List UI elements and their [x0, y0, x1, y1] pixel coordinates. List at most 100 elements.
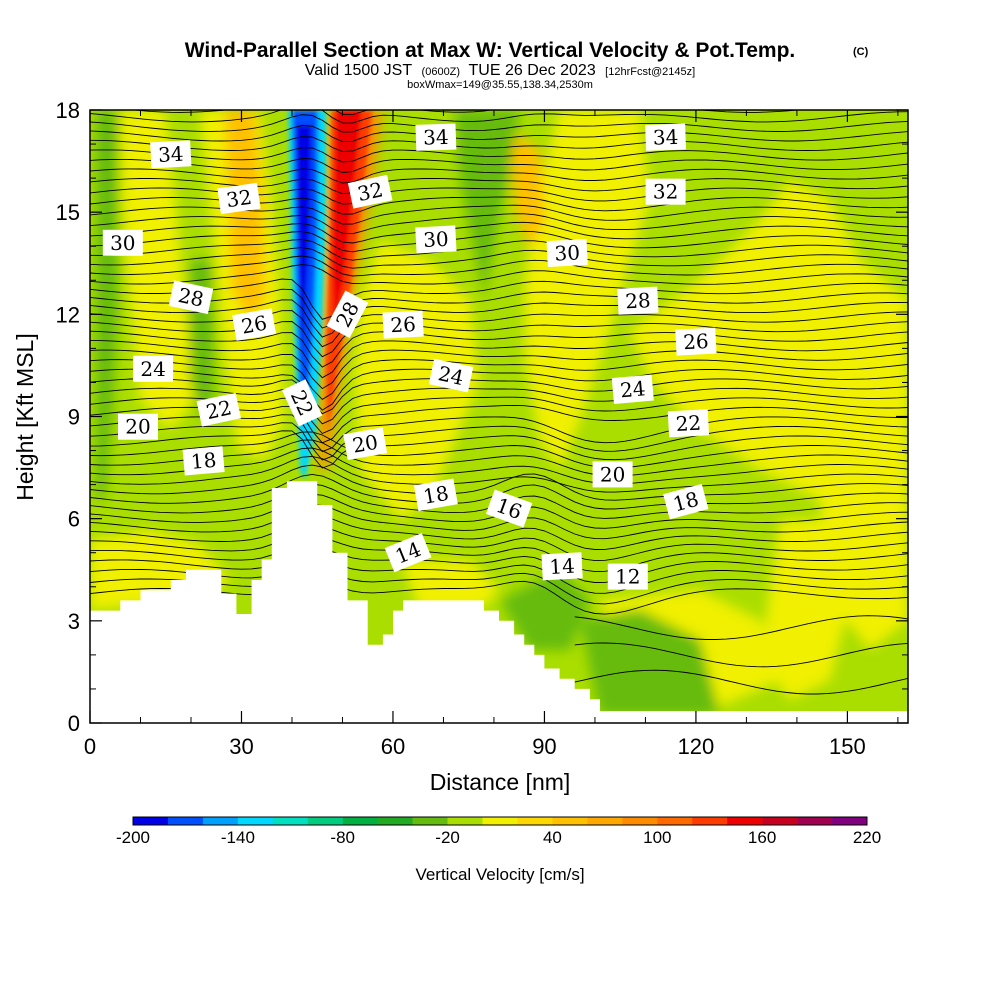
colorbar-label: 220	[853, 828, 881, 847]
isentrope-label: 34	[150, 140, 192, 169]
isentrope-label-text: 14	[549, 554, 576, 579]
isentrope-line	[90, 278, 908, 320]
colorbar-swatch	[237, 817, 274, 825]
colorbar-swatch	[377, 817, 413, 825]
isentrope-label-text: 18	[190, 448, 217, 474]
axes: 0 30 60 90 120 150 0 3 6 9 12 15 18	[56, 98, 908, 759]
x-tick-label: 150	[829, 734, 866, 759]
isentrope-label: 24	[611, 374, 654, 404]
colorbar-swatch	[657, 817, 693, 825]
colorbar-swatch	[552, 817, 588, 825]
isentrope-line	[90, 569, 908, 605]
isentrope-label-text: 32	[653, 180, 678, 204]
isentrope-line	[90, 378, 908, 415]
isentrope-line	[90, 548, 908, 583]
y-tick-label: 3	[68, 609, 80, 634]
isentrope-line	[90, 213, 908, 235]
x-tick-label: 30	[229, 734, 253, 759]
x-axis-title: Distance [nm]	[430, 769, 571, 795]
isentrope-label-text: 30	[110, 231, 135, 255]
isentrope-label: 20	[118, 413, 158, 440]
isentrope-line	[90, 247, 908, 269]
isentrope-line	[574, 642, 908, 668]
isentrope-line	[90, 321, 908, 358]
colorbar-swatch	[622, 817, 658, 825]
isentrope-line	[90, 447, 908, 485]
isentrope-line	[90, 110, 908, 124]
y-tick-label: 12	[56, 302, 80, 327]
chart-title: Wind-Parallel Section at Max W: Vertical…	[185, 39, 796, 62]
isentrope-label-text: 24	[619, 376, 646, 402]
isentrope-line	[574, 615, 908, 640]
isentrope-label: 18	[413, 478, 458, 512]
colorbar-swatch	[447, 817, 483, 825]
isentrope-label: 18	[663, 483, 709, 520]
isentrope-line	[90, 340, 908, 379]
isentrope-label-text: 26	[390, 312, 417, 337]
subtitle-utc: (0600Z)	[422, 66, 461, 78]
isentrope-label-text: 26	[683, 329, 710, 354]
colorbar-swatch	[482, 817, 518, 825]
velocity-region-green	[500, 570, 590, 650]
isentrope-line	[90, 136, 908, 153]
x-tick-label: 120	[678, 734, 715, 759]
colorbar-swatch	[587, 817, 623, 825]
isentrope-label: 30	[546, 238, 588, 268]
isentrope-label-text: 24	[436, 361, 466, 390]
isentrope-line	[90, 422, 908, 461]
isentrope-line	[90, 330, 908, 368]
isentrope-line	[90, 264, 908, 285]
isentrope-label: 32	[347, 174, 393, 209]
x-tick-label: 0	[84, 734, 96, 759]
isentrope-label-text: 20	[351, 430, 380, 458]
colorbar-swatch	[272, 817, 309, 825]
y-axis-title: Height [Kft MSL]	[12, 333, 38, 500]
y-tick-label: 15	[56, 200, 80, 225]
colorbar-swatch	[797, 817, 833, 825]
isentrope-label-text: 28	[176, 283, 206, 312]
isentrope-label-text: 20	[600, 462, 625, 486]
isentrope-label-text: 20	[125, 415, 150, 439]
isentrope-line	[90, 526, 908, 562]
x-tick-label: 90	[532, 734, 556, 759]
isentrope-line	[90, 299, 908, 338]
colorbar-label: 40	[543, 828, 562, 847]
isentrope-line	[90, 221, 908, 244]
isentrope-label: 28	[168, 280, 214, 315]
colorbar-swatch	[342, 817, 378, 825]
subtitle-forecast: [12hrFcst@2145z]	[605, 66, 695, 78]
y-tick-label: 18	[56, 98, 80, 123]
velocity-region-yellow	[120, 110, 195, 430]
isentrope-label: 28	[617, 286, 659, 315]
isentrope-label: 32	[217, 182, 261, 215]
isentrope-line	[90, 558, 908, 594]
isentrope-line	[90, 239, 908, 261]
isentrope-line	[90, 430, 908, 469]
colorbar-label: 100	[643, 828, 671, 847]
isentrope-label-text: 26	[239, 311, 268, 339]
isentrope-line	[90, 387, 908, 425]
isentrope-label: 12	[607, 563, 648, 590]
isentrope-line	[90, 349, 908, 390]
isentrope-line	[90, 455, 908, 493]
isentrope-label: 18	[182, 446, 225, 476]
colorbar-swatch	[832, 817, 868, 825]
title-suffix: (C)	[853, 46, 869, 58]
velocity-region-yellow	[630, 180, 908, 650]
isentrope-line	[90, 537, 908, 573]
isentrope-label-text: 30	[423, 227, 450, 252]
isentrope-line	[90, 579, 908, 615]
colorbar-swatch	[412, 817, 448, 825]
isentrope-line	[90, 515, 908, 550]
isentrope-line	[90, 368, 908, 411]
isentrope-line	[90, 114, 908, 133]
subtitle-date: TUE 26 Dec 2023	[469, 62, 596, 79]
isentrope-label: 22	[667, 409, 710, 438]
isentrope-line	[90, 158, 908, 173]
colorbar-frame	[132, 816, 868, 826]
isentrope-label: 26	[675, 327, 717, 356]
y-tick-label: 6	[68, 507, 80, 532]
isentrope-line	[90, 439, 908, 477]
y-tick-label: 0	[68, 711, 80, 736]
